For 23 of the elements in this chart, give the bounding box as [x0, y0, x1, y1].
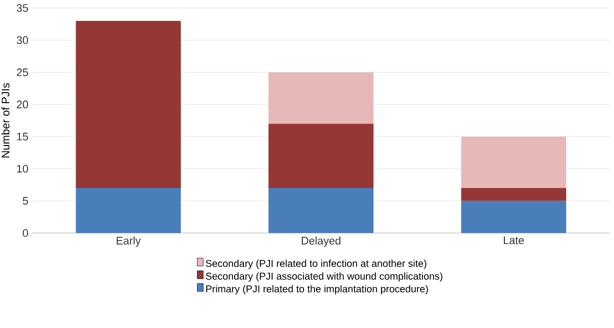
y-tick-label: 10	[17, 164, 28, 173]
legend-label: Secondary (PJI associated with wound complications)	[206, 272, 442, 282]
y-tick-label: 35	[16, 4, 28, 12]
bar	[461, 188, 566, 201]
bar	[461, 200, 566, 233]
y-tick-label: 0	[22, 229, 28, 237]
y-axis-title: Number of PJIs	[1, 83, 10, 158]
bar	[461, 136, 566, 188]
y-tick-label: 25	[16, 68, 28, 76]
y-tick-label: 5	[22, 197, 28, 205]
x-tick-label: Early	[116, 236, 141, 247]
bar	[268, 188, 374, 233]
x-tick-label: Delayed	[302, 236, 340, 247]
bar	[76, 20, 181, 188]
bar	[76, 188, 181, 233]
y-tick-label: 30	[16, 36, 28, 44]
legend-label: Secondary (PJI related to infection at another site)	[206, 260, 426, 269]
x-tick-label: Late	[504, 236, 524, 244]
legend-label: Primary (PJI related to the implantation procedure)	[206, 285, 428, 294]
y-tick-label: 15	[17, 132, 28, 140]
bar	[268, 72, 374, 124]
y-tick-label: 20	[16, 100, 28, 108]
bar	[268, 124, 374, 188]
